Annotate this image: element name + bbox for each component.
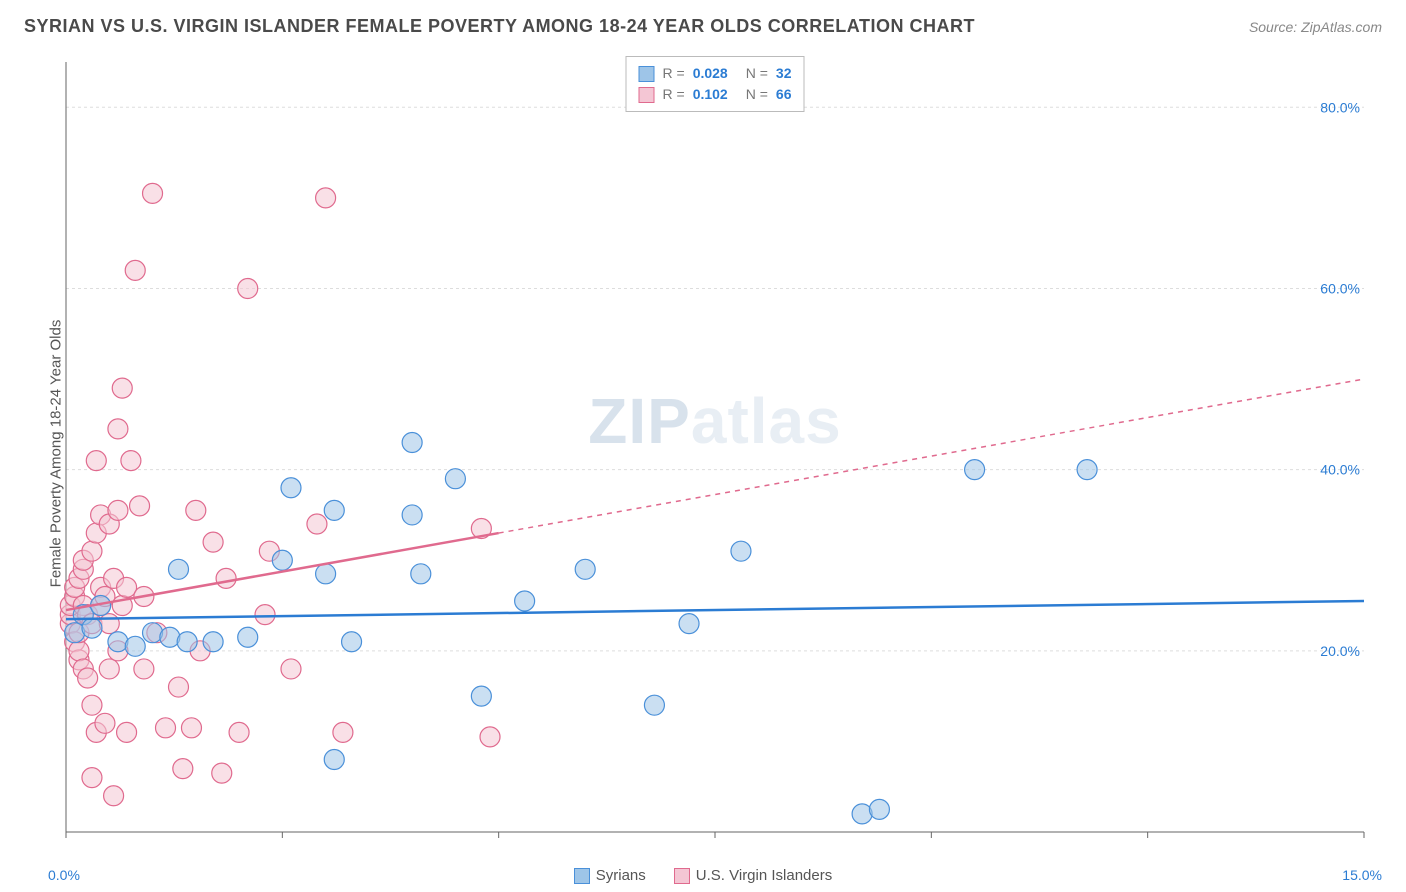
correlation-row-syrians: R = 0.028 N = 32	[639, 63, 792, 84]
chart-container: Female Poverty Among 18-24 Year Olds ZIP…	[48, 56, 1382, 850]
legend-label: Syrians	[596, 867, 646, 884]
header: SYRIAN VS U.S. VIRGIN ISLANDER FEMALE PO…	[0, 0, 1406, 49]
x-axis-end-label: 15.0%	[1342, 867, 1382, 883]
legend-swatch-icon	[639, 87, 655, 103]
r-label: R =	[663, 63, 685, 84]
svg-text:80.0%: 80.0%	[1320, 99, 1360, 115]
legend-swatch-icon	[574, 868, 590, 884]
legend-swatch-icon	[639, 66, 655, 82]
chart-title: SYRIAN VS U.S. VIRGIN ISLANDER FEMALE PO…	[24, 16, 975, 37]
y-axis-label: Female Poverty Among 18-24 Year Olds	[48, 314, 65, 594]
n-value: 32	[776, 63, 792, 84]
scatter-chart: 20.0% 40.0% 60.0% 80.0%	[48, 56, 1382, 846]
svg-text:40.0%: 40.0%	[1320, 462, 1360, 478]
correlation-row-usvi: R = 0.102 N = 66	[639, 84, 792, 105]
legend-item: Syrians	[574, 867, 646, 884]
legend-label: U.S. Virgin Islanders	[696, 867, 832, 884]
n-value: 66	[776, 84, 792, 105]
r-label: R =	[663, 84, 685, 105]
svg-text:60.0%: 60.0%	[1320, 280, 1360, 296]
n-label: N =	[746, 84, 768, 105]
n-label: N =	[746, 63, 768, 84]
r-value: 0.028	[693, 63, 728, 84]
source-attribution: Source: ZipAtlas.com	[1249, 19, 1382, 35]
svg-text:20.0%: 20.0%	[1320, 643, 1360, 659]
correlation-legend: R = 0.028 N = 32 R = 0.102 N = 66	[626, 56, 805, 112]
legend-item: U.S. Virgin Islanders	[674, 867, 832, 884]
r-value: 0.102	[693, 84, 728, 105]
bottom-legend: 0.0% Syrians U.S. Virgin Islanders 15.0%	[0, 867, 1406, 884]
legend-swatch-icon	[674, 868, 690, 884]
x-axis-start-label: 0.0%	[48, 867, 80, 883]
